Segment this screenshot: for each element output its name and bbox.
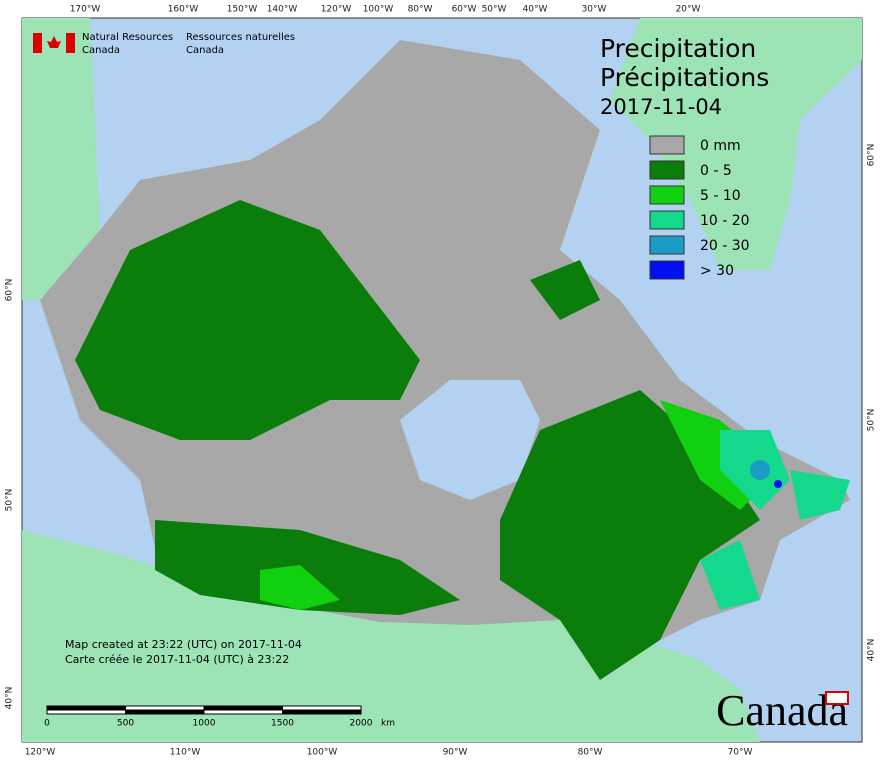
legend-label: 0 mm [700, 138, 741, 154]
graticule-label: 70°W [728, 748, 753, 758]
scale-segment [46, 705, 126, 711]
precip-over-30 [774, 480, 782, 488]
precip-10-20 [700, 540, 760, 610]
org-en: Canada [82, 45, 120, 56]
greenland [610, 18, 862, 270]
graticule-label: 80°W [408, 5, 433, 15]
graticule-label: 50°N [5, 489, 15, 512]
legend-label: 10 - 20 [700, 213, 750, 229]
graticule-label: 40°N [867, 639, 877, 662]
legend-label: 5 - 10 [700, 188, 741, 204]
scale-segment [203, 709, 283, 715]
scale-segment [282, 709, 362, 715]
graticule-label: 30°W [582, 5, 607, 15]
graticule-label: 90°W [443, 748, 468, 758]
scale-segment [125, 705, 205, 711]
graticule: 170°W 160°W 150°W 140°W 120°W 100°W 80°W 60°W 50… [5, 5, 877, 758]
scale-label: 500 [117, 719, 134, 729]
legend-label: 20 - 30 [700, 238, 750, 254]
alaska [22, 18, 100, 300]
scale-label: 1500 [271, 719, 294, 729]
graticule-label: 50°W [482, 5, 507, 15]
legend-swatch [649, 260, 685, 280]
scale-bar: 0 500 1000 1500 2000 km [44, 705, 395, 729]
scale-label: 0 [44, 719, 50, 729]
title-fr: Précipitations [600, 63, 769, 92]
flag-bar [66, 33, 75, 53]
scale-segment [282, 705, 362, 711]
legend-label: > 30 [700, 263, 734, 279]
graticule-label: 60°N [867, 144, 877, 167]
graticule-label: 120°W [25, 748, 56, 758]
precip-0-5 [155, 520, 460, 615]
scale-label: 2000 [350, 719, 373, 729]
graticule-label: 50°N [867, 409, 877, 432]
wordmark-flag [825, 691, 849, 705]
graticule-label: 80°W [578, 748, 603, 758]
org-fr: Ressources naturelles [186, 32, 295, 43]
precip-0-5 [75, 200, 420, 440]
legend-label: 0 - 5 [700, 163, 732, 179]
date: 2017-11-04 [600, 95, 722, 119]
legend-swatch [649, 210, 685, 230]
scale-unit: km [381, 719, 395, 729]
precip-0-5 [530, 260, 600, 320]
graticule-label: 20°W [676, 5, 701, 15]
scale-segment [125, 709, 205, 715]
created-en: Map created at 23:22 (UTC) on 2017-11-04 [65, 638, 302, 651]
legend-swatch [649, 135, 685, 155]
graticule-label: 170°W [70, 5, 101, 15]
graticule-label: 120°W [321, 5, 352, 15]
legend-swatch [649, 185, 685, 205]
flag-leaf [47, 36, 61, 48]
precip-10-20 [790, 470, 850, 520]
graticule-label: 150°W [227, 5, 258, 15]
scale-label: 1000 [193, 719, 216, 729]
created-fr: Carte créée le 2017-11-04 (UTC) à 23:22 [65, 653, 289, 666]
org-en: Natural Resources [82, 32, 173, 43]
hudson-bay [400, 380, 540, 500]
graticule-label: 40°N [5, 687, 15, 710]
graticule-label: 40°W [523, 5, 548, 15]
graticule-label: 100°W [363, 5, 394, 15]
precip-5-10 [260, 565, 340, 610]
legend-swatch [649, 235, 685, 255]
scale-segment [203, 705, 283, 711]
org-fr: Canada [186, 45, 224, 56]
graticule-label: 140°W [267, 5, 298, 15]
precip-20-30 [750, 460, 770, 480]
graticule-label: 110°W [170, 748, 201, 758]
legend-swatch [649, 160, 685, 180]
scale-segment [46, 709, 126, 715]
flag-bar [33, 33, 42, 53]
title-en: Precipitation [600, 34, 756, 63]
graticule-label: 100°W [307, 748, 338, 758]
graticule-label: 60°W [452, 5, 477, 15]
graticule-label: 160°W [168, 5, 199, 15]
graticule-label: 60°N [5, 279, 15, 302]
legend: 0 mm 0 - 5 5 - 10 10 - 20 20 - 30 > 30 [649, 135, 750, 280]
